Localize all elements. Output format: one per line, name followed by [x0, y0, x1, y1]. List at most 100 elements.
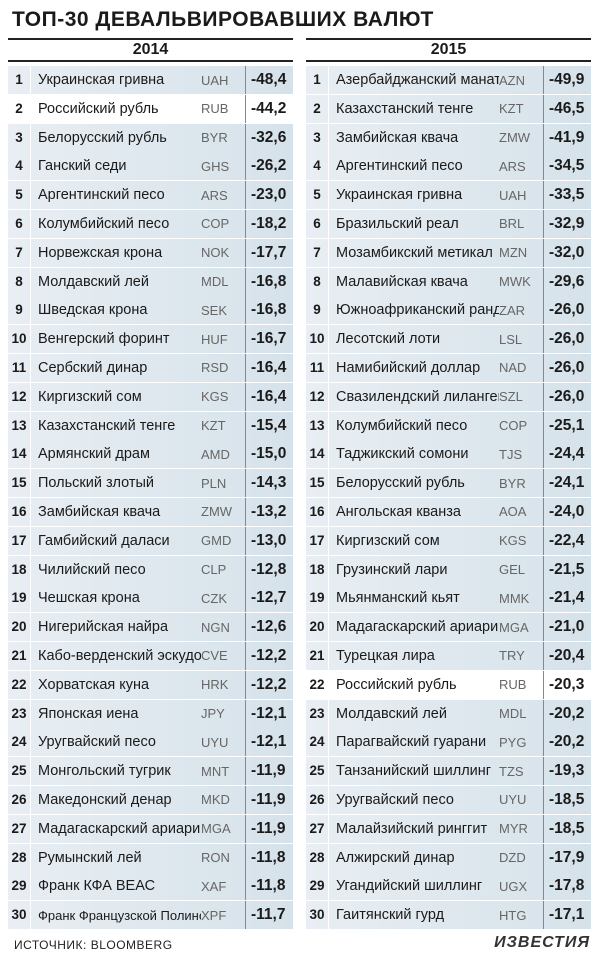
rank-number: 30	[8, 901, 31, 930]
publisher-logo: ИЗВЕСТИЯ	[494, 934, 590, 951]
currency-code: MWK	[499, 274, 531, 290]
table-row: 23 Японская иена JPY -12,1	[8, 699, 293, 728]
devaluation-value: -46,5	[543, 94, 591, 123]
table-row: 3 Белорусский рубль BYR -32,6	[8, 123, 293, 152]
currency-code: MDL	[201, 274, 229, 290]
table-row: 10 Лесотский лоти LSL -26,0	[306, 325, 591, 354]
rank-number: 25	[8, 757, 31, 786]
devaluation-value: -33,5	[543, 181, 591, 210]
currency-name: Турецкая лира	[336, 647, 435, 664]
currency-code: COP	[201, 216, 230, 232]
rank-number: 8	[8, 267, 31, 296]
rank-number: 16	[8, 497, 31, 526]
table-row: 15 Белорусский рубль BYR -24,1	[306, 469, 591, 498]
devaluation-value: -11,9	[245, 814, 293, 843]
currency-name: Казахстанский тенге	[336, 100, 474, 117]
currency-name: Угандийский шиллинг	[336, 878, 483, 895]
currency-name: Норвежская крона	[38, 244, 163, 261]
currency-name: Парагвайский гуарани	[336, 734, 487, 751]
currency-name: Намибийский доллар	[336, 359, 481, 376]
currency-code: GHS	[201, 158, 230, 174]
devaluation-value: -18,5	[543, 814, 591, 843]
currency-code: PLN	[201, 475, 227, 491]
table-row: 26 Уругвайский песо UYU -18,5	[306, 785, 591, 814]
table-row: 14 Армянский драм AMD -15,0	[8, 440, 293, 469]
devaluation-value: -20,2	[543, 728, 591, 757]
rank-number: 29	[306, 872, 329, 901]
currency-code: COP	[499, 418, 528, 434]
table-row: 24 Парагвайский гуарани PYG -20,2	[306, 728, 591, 757]
currency-code: MMK	[499, 590, 530, 606]
currency-code: ZMW	[201, 504, 233, 520]
currency-name: Молдавский лей	[336, 705, 447, 722]
currency-code: TJS	[499, 446, 523, 462]
devaluation-value: -29,6	[543, 267, 591, 296]
currency-name: Таджикский сомони	[336, 446, 469, 463]
devaluation-value: -26,0	[543, 296, 591, 325]
currency-name: Польский злотый	[38, 475, 155, 492]
currency-code: HUF	[201, 331, 228, 347]
currency-name: Киргизский сом	[38, 388, 142, 405]
rank-number: 26	[306, 785, 329, 814]
currency-code: SZL	[499, 389, 523, 405]
devaluation-value: -17,1	[543, 901, 591, 930]
rank-number: 19	[8, 584, 31, 613]
currency-code: TZS	[499, 763, 524, 779]
table-row: 5 Украинская гривна UAH -33,5	[306, 181, 591, 210]
currency-name: Сербский динар	[38, 359, 148, 376]
table-row: 16 Замбийская квача ZMW -13,2	[8, 497, 293, 526]
currency-name: Монгольский тугрик	[38, 763, 171, 780]
rank-number: 2	[8, 94, 31, 123]
rank-number: 22	[306, 670, 329, 699]
currency-name: Аргентинский песо	[336, 158, 463, 175]
table-row: 29 Угандийский шиллинг UGX -17,8	[306, 872, 591, 901]
table-row: 4 Аргентинский песо ARS -34,5	[306, 152, 591, 181]
currency-name: Армянский драм	[38, 446, 150, 463]
table-row: 20 Нигерийская найра NGN -12,6	[8, 613, 293, 642]
rank-number: 11	[8, 353, 31, 382]
table-row: 6 Бразильский реал BRL -32,9	[306, 209, 591, 238]
currency-name: Гамбийский даласи	[38, 532, 170, 549]
table-row: 17 Киргизский сом KGS -22,4	[306, 526, 591, 555]
rank-number: 13	[8, 411, 31, 440]
rank-number: 7	[8, 238, 31, 267]
currency-code: XAF	[201, 878, 227, 894]
currency-name: Южноафриканский ранд	[336, 302, 499, 319]
table-row: 19 Мьянманский кьят MMK -21,4	[306, 584, 591, 613]
rank-number: 10	[8, 325, 31, 354]
devaluation-value: -17,9	[543, 843, 591, 872]
rank-number: 27	[306, 814, 329, 843]
rank-number: 24	[8, 728, 31, 757]
rank-number: 11	[306, 353, 329, 382]
table-row: 20 Мадагаскарский ариари MGA -21,0	[306, 613, 591, 642]
devaluation-value: -41,9	[543, 123, 591, 152]
rank-number: 4	[306, 152, 329, 181]
currency-name: Колумбийский песо	[38, 215, 170, 232]
year-header-2014: 2014	[8, 38, 293, 62]
rank-number: 6	[306, 209, 329, 238]
table-row: 24 Уругвайский песо UYU -12,1	[8, 728, 293, 757]
devaluation-value: -16,4	[245, 382, 293, 411]
currency-code: ARS	[499, 158, 526, 174]
rank-number: 23	[306, 699, 329, 728]
table-row: 28 Румынский лей RON -11,8	[8, 843, 293, 872]
rank-number: 16	[306, 497, 329, 526]
rank-number: 18	[306, 555, 329, 584]
currency-code: ARS	[201, 187, 228, 203]
currency-name: Казахстанский тенге	[38, 417, 176, 434]
currency-name: Замбийская квача	[336, 129, 459, 146]
currency-name: Свазилендский лилангени	[336, 388, 499, 405]
devaluation-value: -12,1	[245, 699, 293, 728]
rank-number: 9	[306, 296, 329, 325]
devaluation-value: -24,4	[543, 440, 591, 469]
rank-number: 7	[306, 238, 329, 267]
table-row: 6 Колумбийский песо COP -18,2	[8, 209, 293, 238]
currency-name: Украинская гривна	[336, 187, 463, 204]
table-row: 22 Хорватская куна HRK -12,2	[8, 670, 293, 699]
page-title: ТОП-30 ДЕВАЛЬВИРОВАВШИХ ВАЛЮТ	[12, 8, 434, 31]
currency-name: Ганский седи	[38, 158, 127, 175]
devaluation-value: -24,1	[543, 469, 591, 498]
currency-code: MZN	[499, 245, 528, 261]
currency-code: MYR	[499, 821, 528, 837]
table-row: 30 Гаитянский гурд HTG -17,1	[306, 901, 591, 930]
